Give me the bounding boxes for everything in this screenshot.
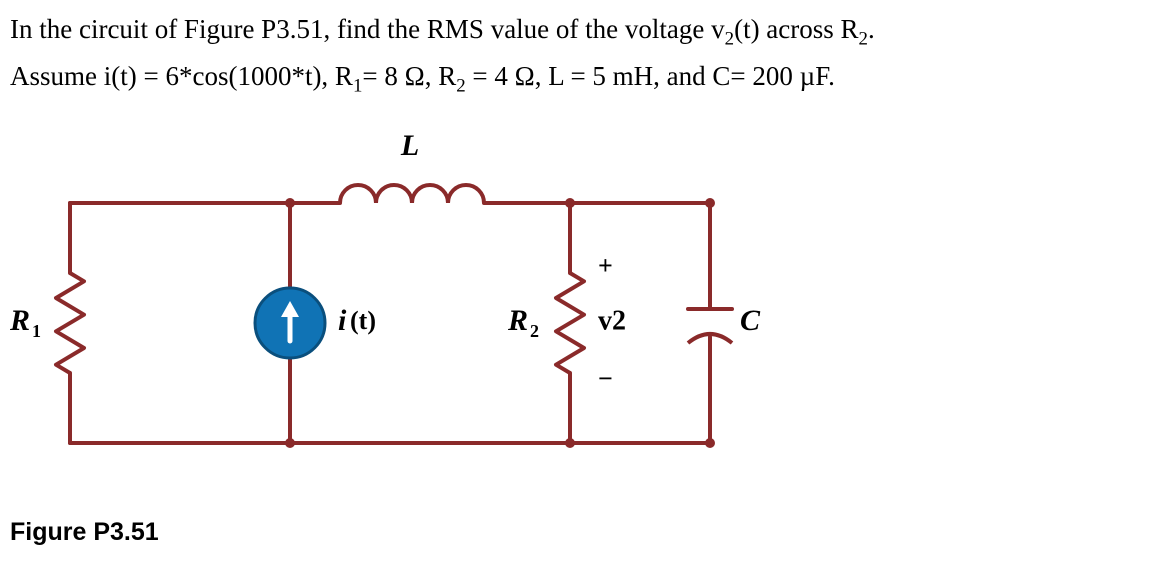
problem-statement: In the circuit of Figure P3.51, find the… xyxy=(10,8,1148,101)
line2-sub1: 1 xyxy=(353,75,362,96)
line1-b: (t) across R xyxy=(734,14,858,44)
line1-sub2-b: 2 xyxy=(859,28,868,49)
svg-text:(t): (t) xyxy=(350,306,376,335)
svg-text:C: C xyxy=(740,304,761,337)
line2-b: = 8 Ω, R xyxy=(362,61,456,91)
svg-text:v2: v2 xyxy=(598,306,626,337)
circuit-diagram: R1i(t)LR2+v2−C xyxy=(10,113,1148,508)
line1-c: . xyxy=(868,14,875,44)
line2-c: = 4 Ω, L = 5 mH, and C= 200 µF. xyxy=(466,61,835,91)
line2-a: Assume i(t) = 6*cos(1000*t), R xyxy=(10,61,353,91)
svg-text:1: 1 xyxy=(32,321,41,341)
svg-text:+: + xyxy=(598,251,613,280)
line1-a: In the circuit of Figure P3.51, find the… xyxy=(10,14,725,44)
svg-text:−: − xyxy=(598,364,613,393)
circuit-svg: R1i(t)LR2+v2−C xyxy=(10,113,790,503)
svg-text:R: R xyxy=(507,304,528,337)
line2-sub2: 2 xyxy=(456,75,465,96)
svg-text:2: 2 xyxy=(530,321,539,341)
line1-sub2-a: 2 xyxy=(725,28,734,49)
svg-text:L: L xyxy=(400,129,419,162)
svg-text:i: i xyxy=(338,304,347,337)
svg-text:R: R xyxy=(10,304,30,337)
figure-label: Figure P3.51 xyxy=(10,518,1148,547)
